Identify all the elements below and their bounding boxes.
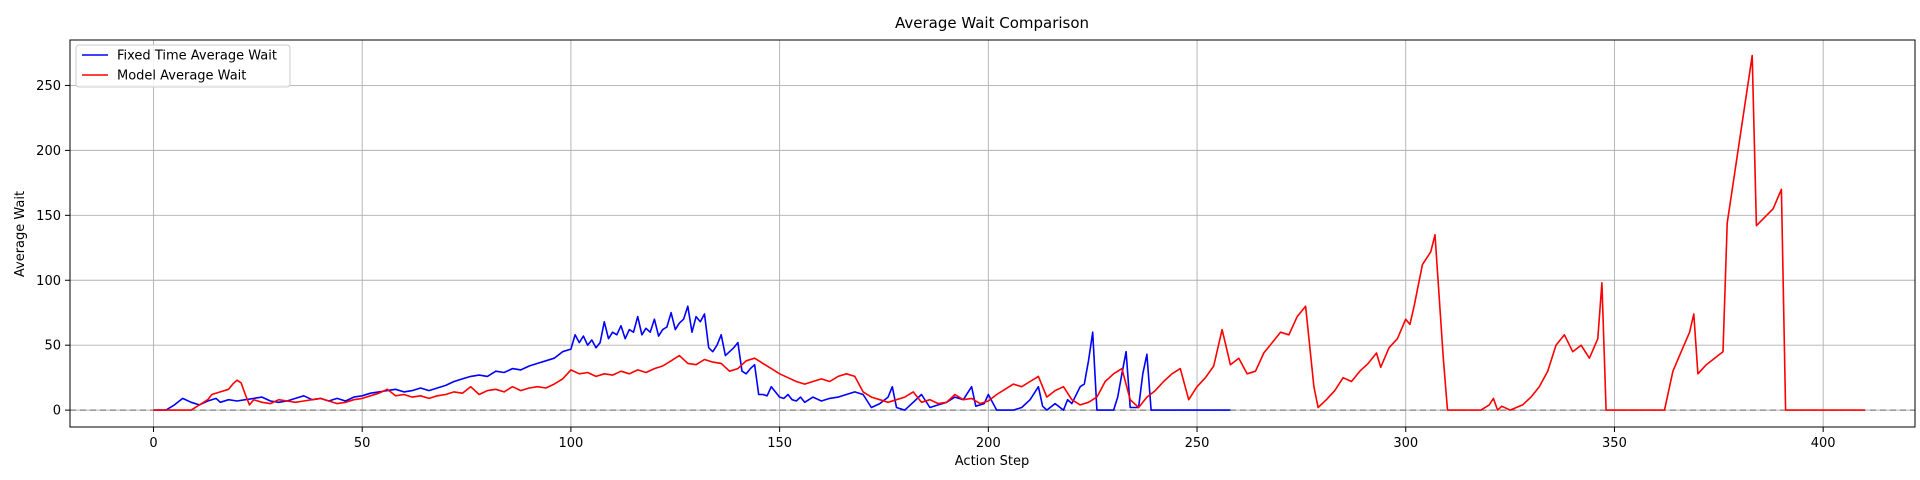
x-tick-label: 0: [149, 436, 157, 451]
x-tick-label: 400: [1811, 436, 1836, 451]
legend-label-model: Model Average Wait: [117, 69, 246, 84]
x-tick-label: 150: [767, 436, 792, 451]
legend-box: [75, 44, 291, 88]
fixed-time-average-wait-line: [153, 305, 1231, 411]
x-tick-label: 350: [1602, 436, 1627, 451]
model-average-wait-line: [153, 54, 1865, 411]
y-tick-label: 200: [36, 144, 61, 159]
y-tick-label: 0: [53, 404, 61, 419]
x-tick-label: 250: [1185, 436, 1210, 451]
series-lines: [153, 54, 1865, 411]
x-axis-ticks: 0 50 100 150 200 250 300 350 400: [149, 427, 1836, 451]
y-tick-label: 150: [36, 209, 61, 224]
y-axis-title: Average Wait: [13, 191, 28, 277]
x-tick-label: 300: [1393, 436, 1418, 451]
y-tick-label: 100: [36, 274, 61, 289]
x-tick-label: 50: [354, 436, 371, 451]
y-axis-ticks: 0 50 100 150 200 250: [36, 79, 70, 419]
y-tick-label: 50: [44, 339, 61, 354]
x-tick-label: 200: [976, 436, 1001, 451]
legend: Fixed Time Average Wait Model Average Wa…: [75, 44, 291, 88]
plot-area-frame: [69, 39, 1916, 428]
chart-title: Average Wait Comparison: [895, 14, 1089, 32]
y-tick-label: 250: [36, 79, 61, 94]
legend-label-fixed-time: Fixed Time Average Wait: [117, 49, 277, 64]
x-axis-title: Action Step: [955, 454, 1029, 469]
x-tick-label: 100: [558, 436, 583, 451]
